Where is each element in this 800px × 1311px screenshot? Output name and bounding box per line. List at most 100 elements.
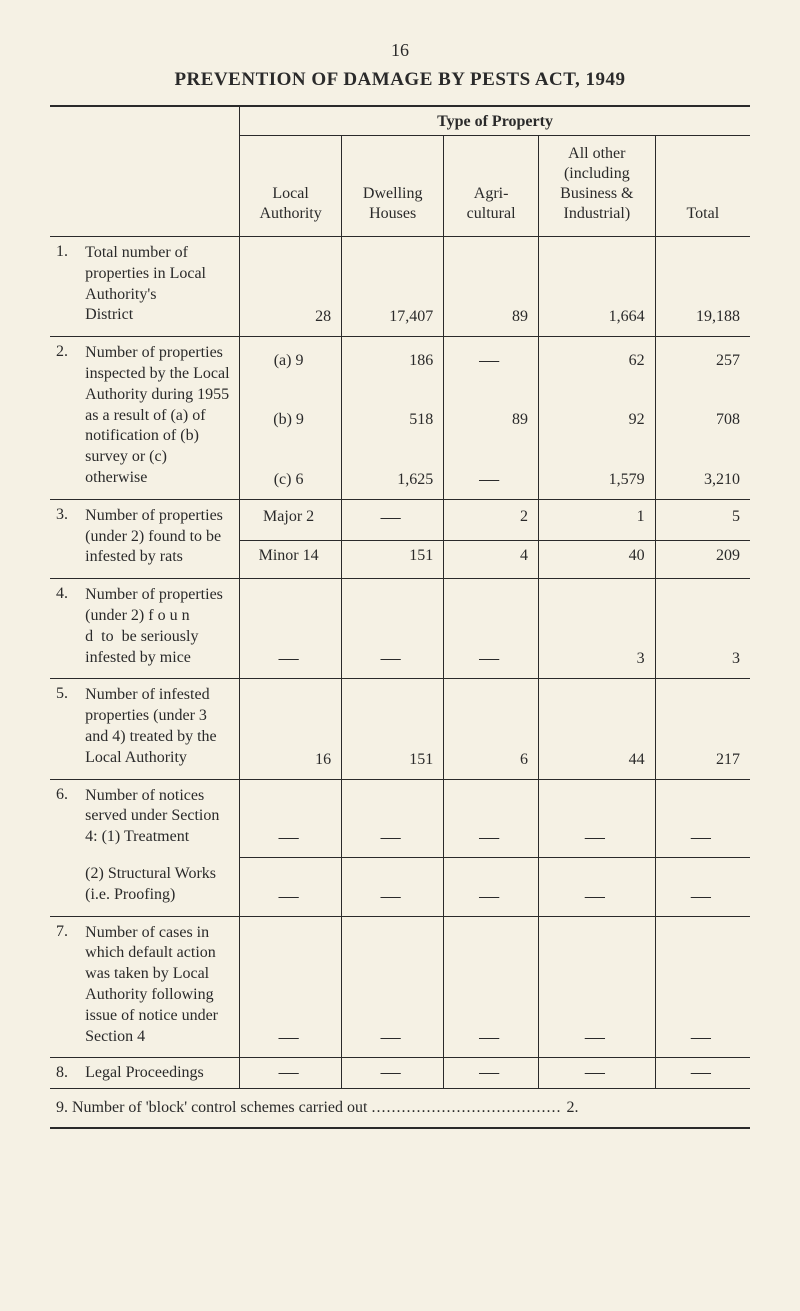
row-9-footnote: 9. Number of 'block' control schemes car… xyxy=(50,1089,750,1129)
document-title: PREVENTION OF DAMAGE BY PESTS ACT, 1949 xyxy=(50,69,750,91)
cell: 2 xyxy=(444,499,539,540)
row-label: (2) Structural Works (i.e. Proofing) xyxy=(79,858,239,916)
cell: — xyxy=(240,1058,342,1089)
row-number: 2. xyxy=(50,337,79,500)
col-other: All other(includingBusiness &Industrial) xyxy=(539,136,656,237)
table-row: 6. Number of notices served under Sec­ti… xyxy=(50,779,750,858)
leader-dots: ...................................... xyxy=(371,1099,566,1116)
cell: 708 xyxy=(655,400,750,460)
cell: — xyxy=(342,579,444,679)
cell: Major 2 xyxy=(240,499,342,540)
cell: — xyxy=(444,579,539,679)
cell: 1 xyxy=(539,499,656,540)
cell: — xyxy=(539,1058,656,1089)
cell: (b) 9 xyxy=(240,400,342,460)
cell: 151 xyxy=(342,540,444,579)
table-row: 2. Number of pro­perties inspected by th… xyxy=(50,337,750,400)
cell: — xyxy=(444,779,539,858)
cell: — xyxy=(539,858,656,916)
cell: 89 xyxy=(444,237,539,337)
row-label: Number of cases in which default action … xyxy=(79,916,239,1058)
cell: — xyxy=(539,779,656,858)
row-number: 1. xyxy=(50,237,79,337)
row-value: 2. xyxy=(566,1099,578,1116)
cell: 6 xyxy=(444,679,539,779)
cell: — xyxy=(342,858,444,916)
cell: — xyxy=(342,916,444,1058)
cell: — xyxy=(655,858,750,916)
cell: (c) 6 xyxy=(240,459,342,499)
cell: — xyxy=(342,499,444,540)
table-row: 5. Number of in­fested properties (under… xyxy=(50,679,750,779)
cell: — xyxy=(655,916,750,1058)
table-row: 9. Number of 'block' control schemes car… xyxy=(50,1089,750,1129)
table-row: 4. Number of pro­perties (under 2) f o u… xyxy=(50,579,750,679)
cell: 3 xyxy=(539,579,656,679)
cell: — xyxy=(342,779,444,858)
row-label: Number of pro­perties (under 2) found to… xyxy=(79,499,239,578)
cell: — xyxy=(240,916,342,1058)
row-label: Number of notices served under Sec­tion … xyxy=(79,779,239,858)
table-row: 8. Legal Proceedings — — — — — xyxy=(50,1058,750,1089)
cell: — xyxy=(444,858,539,916)
cell: 518 xyxy=(342,400,444,460)
col-dwelling-houses: Dwelling Houses xyxy=(342,136,444,237)
cell: Minor 14 xyxy=(240,540,342,579)
cell: 40 xyxy=(539,540,656,579)
row-number: 8. xyxy=(50,1058,79,1089)
cell: 257 xyxy=(655,337,750,400)
row-number: 3. xyxy=(50,499,79,578)
row-number: 9. xyxy=(56,1099,68,1116)
cell: 28 xyxy=(240,237,342,337)
cell: — xyxy=(655,779,750,858)
cell: — xyxy=(240,779,342,858)
cell: (a) 9 xyxy=(240,337,342,400)
row-label: Total number of properties in Local Auth… xyxy=(79,237,239,337)
cell: 1,625 xyxy=(342,459,444,499)
table-row: 7. Number of cases in which default acti… xyxy=(50,916,750,1058)
header-type-of-property: Type of Property xyxy=(240,106,750,136)
row-label: Number of in­fested properties (under 3 … xyxy=(79,679,239,779)
cell: 44 xyxy=(539,679,656,779)
cell: 1,664 xyxy=(539,237,656,337)
col-local-authority: Local Authority xyxy=(240,136,342,237)
col-total: Total xyxy=(655,136,750,237)
row-number: 7. xyxy=(50,916,79,1058)
row-number: 6. xyxy=(50,779,79,916)
page-number: 16 xyxy=(50,40,750,61)
cell: — xyxy=(240,579,342,679)
cell: 19,188 xyxy=(655,237,750,337)
cell: 5 xyxy=(655,499,750,540)
table-row: (2) Structural Works (i.e. Proofing) — —… xyxy=(50,858,750,916)
cell: 62 xyxy=(539,337,656,400)
cell: 4 xyxy=(444,540,539,579)
row-number: 5. xyxy=(50,679,79,779)
cell: 16 xyxy=(240,679,342,779)
cell: — xyxy=(444,1058,539,1089)
table-row: 3. Number of pro­perties (under 2) found… xyxy=(50,499,750,540)
row-label: Legal Proceedings xyxy=(79,1058,239,1089)
cell: 92 xyxy=(539,400,656,460)
cell: — xyxy=(240,858,342,916)
cell: 89 xyxy=(444,400,539,460)
row-label: Number of pro­perties (under 2) f o u n … xyxy=(79,579,239,679)
cell: 217 xyxy=(655,679,750,779)
row-label: Number of 'block' control schemes carrie… xyxy=(72,1099,367,1116)
row-number: 4. xyxy=(50,579,79,679)
cell: — xyxy=(444,337,539,400)
cell: — xyxy=(342,1058,444,1089)
cell: 1,579 xyxy=(539,459,656,499)
cell: 186 xyxy=(342,337,444,400)
cell: — xyxy=(444,459,539,499)
cell: 209 xyxy=(655,540,750,579)
cell: — xyxy=(539,916,656,1058)
col-agricultural: Agri-cultural xyxy=(444,136,539,237)
cell: 3 xyxy=(655,579,750,679)
cell: 151 xyxy=(342,679,444,779)
cell: 3,210 xyxy=(655,459,750,499)
row-label: Number of pro­perties inspected by the L… xyxy=(79,337,239,500)
table-row: 1. Total number of properties in Local A… xyxy=(50,237,750,337)
cell: 17,407 xyxy=(342,237,444,337)
pests-act-table: Type of Property Local Authority Dwellin… xyxy=(50,105,750,1129)
cell: — xyxy=(655,1058,750,1089)
